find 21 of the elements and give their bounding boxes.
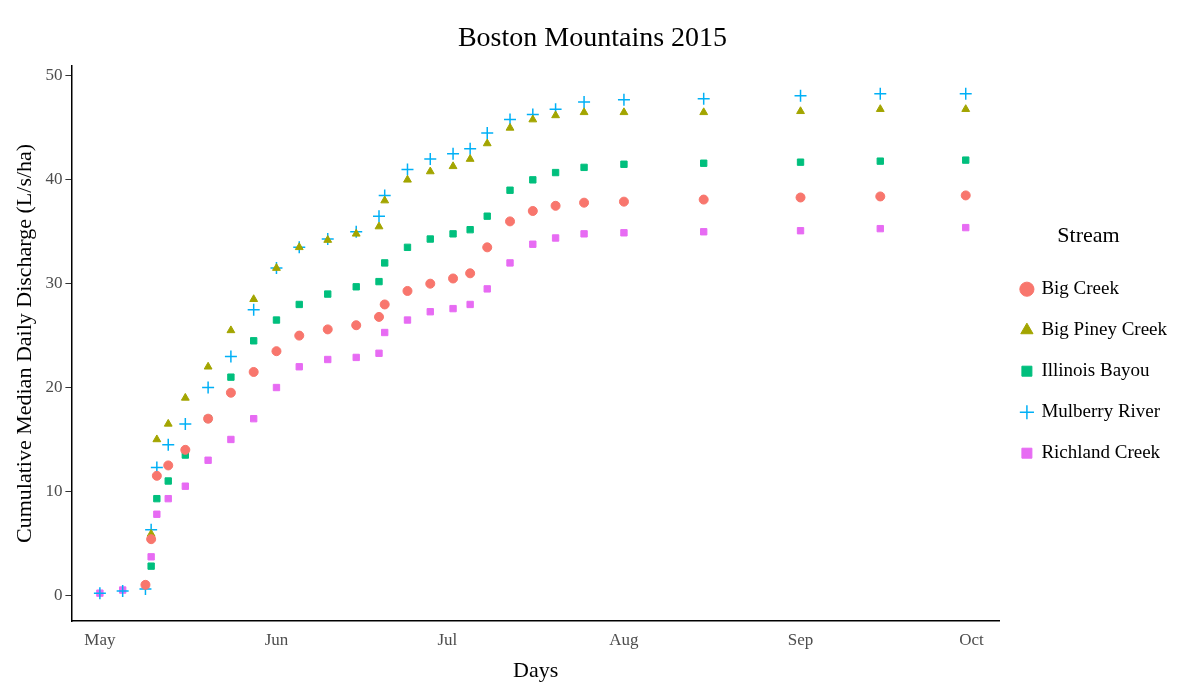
legend-label: Big Creek xyxy=(1041,277,1120,299)
legend-label: Richland Creek xyxy=(1041,441,1161,463)
x-axis-title: Days xyxy=(513,656,559,682)
y-axis-title: Cumulative Median Daily Discharge (L/s/ha) xyxy=(10,143,36,543)
legend-label: Big Piney Creek xyxy=(1041,318,1168,340)
legend-label: Mulberry River xyxy=(1041,400,1161,422)
x-tick-label: Jul xyxy=(437,629,458,649)
x-tick-label: Aug xyxy=(609,629,640,649)
x-tick-label: May xyxy=(84,629,116,649)
legend-label: Illinois Bayou xyxy=(1041,359,1151,381)
y-tick-label: 10 xyxy=(45,480,63,500)
x-tick-label: Oct xyxy=(959,629,984,649)
y-tick-label: 20 xyxy=(45,377,63,397)
x-tick-label: Jun xyxy=(264,629,289,649)
x-tick-label: Sep xyxy=(787,629,814,649)
chart-title: Boston Mountains 2015 xyxy=(457,21,728,53)
y-tick-label: 40 xyxy=(45,169,63,189)
y-tick-label: 30 xyxy=(45,273,63,293)
y-tick-label: 0 xyxy=(53,584,63,604)
legend-title: Stream xyxy=(1057,222,1120,248)
y-tick-label: 50 xyxy=(45,65,63,85)
